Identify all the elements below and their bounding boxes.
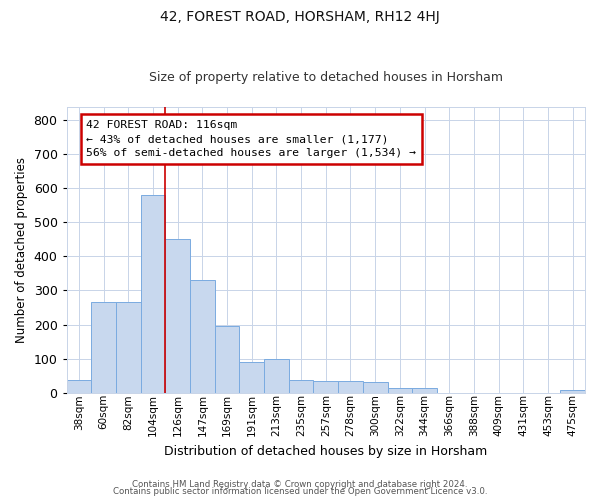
X-axis label: Distribution of detached houses by size in Horsham: Distribution of detached houses by size … bbox=[164, 444, 487, 458]
Bar bbox=[338, 382, 363, 392]
Bar bbox=[264, 358, 289, 392]
Bar bbox=[215, 326, 239, 392]
Bar bbox=[166, 240, 190, 392]
Bar bbox=[190, 280, 215, 392]
Bar bbox=[388, 388, 412, 392]
Bar bbox=[363, 382, 388, 392]
Text: Contains public sector information licensed under the Open Government Licence v3: Contains public sector information licen… bbox=[113, 487, 487, 496]
Bar bbox=[67, 380, 91, 392]
Text: 42 FOREST ROAD: 116sqm
← 43% of detached houses are smaller (1,177)
56% of semi-: 42 FOREST ROAD: 116sqm ← 43% of detached… bbox=[86, 120, 416, 158]
Bar bbox=[560, 390, 585, 392]
Bar bbox=[289, 380, 313, 392]
Bar bbox=[140, 195, 166, 392]
Bar bbox=[313, 382, 338, 392]
Text: Contains HM Land Registry data © Crown copyright and database right 2024.: Contains HM Land Registry data © Crown c… bbox=[132, 480, 468, 489]
Text: 42, FOREST ROAD, HORSHAM, RH12 4HJ: 42, FOREST ROAD, HORSHAM, RH12 4HJ bbox=[160, 10, 440, 24]
Bar bbox=[116, 302, 140, 392]
Bar bbox=[91, 302, 116, 392]
Title: Size of property relative to detached houses in Horsham: Size of property relative to detached ho… bbox=[149, 72, 503, 85]
Bar bbox=[239, 362, 264, 392]
Bar bbox=[412, 388, 437, 392]
Y-axis label: Number of detached properties: Number of detached properties bbox=[15, 156, 28, 342]
